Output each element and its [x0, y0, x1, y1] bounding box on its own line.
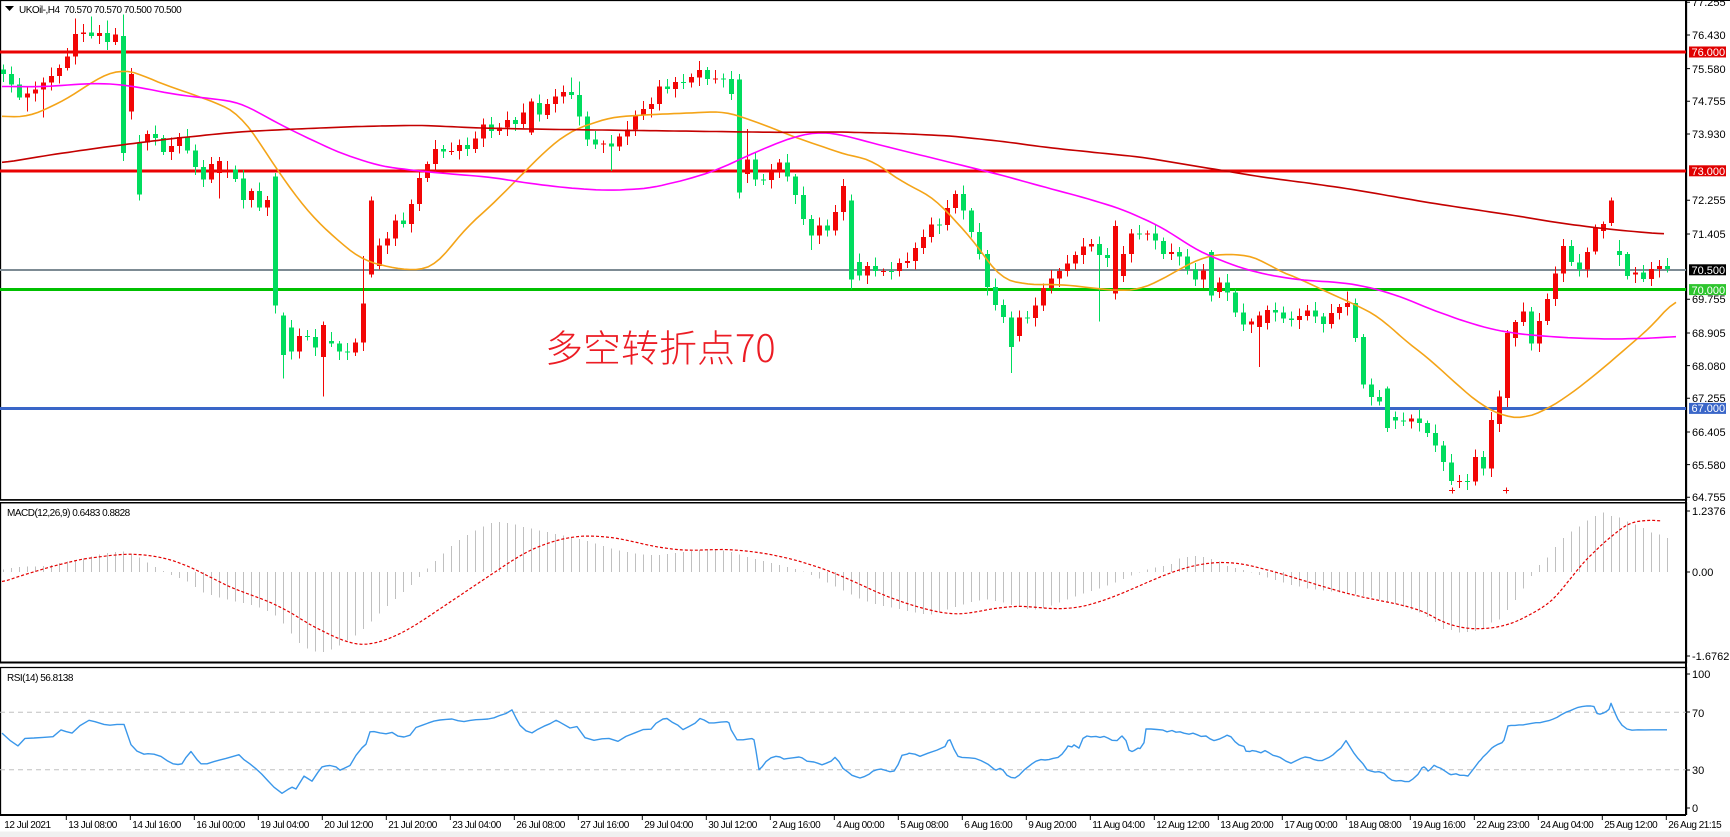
- svg-text:27 Jul 16:00: 27 Jul 16:00: [580, 820, 629, 831]
- svg-text:74.755: 74.755: [1692, 96, 1726, 108]
- svg-text:RSI(14) 56.8138: RSI(14) 56.8138: [7, 673, 74, 684]
- svg-text:29 Jul 04:00: 29 Jul 04:00: [644, 820, 693, 831]
- svg-text:26 Jul 08:00: 26 Jul 08:00: [516, 820, 565, 831]
- svg-text:77.255: 77.255: [1692, 0, 1726, 9]
- svg-text:19 Aug 16:00: 19 Aug 16:00: [1412, 820, 1466, 831]
- svg-text:26 Aug 21:15: 26 Aug 21:15: [1668, 820, 1722, 831]
- svg-text:9 Aug 20:00: 9 Aug 20:00: [1028, 820, 1077, 831]
- svg-text:24 Aug 04:00: 24 Aug 04:00: [1540, 820, 1594, 831]
- svg-text:23 Jul 04:00: 23 Jul 04:00: [452, 820, 501, 831]
- svg-text:17 Aug 00:00: 17 Aug 00:00: [1284, 820, 1338, 831]
- svg-text:5 Aug 08:00: 5 Aug 08:00: [900, 820, 949, 831]
- svg-text:100: 100: [1692, 669, 1710, 681]
- svg-text:76.430: 76.430: [1692, 30, 1726, 42]
- svg-text:73.930: 73.930: [1692, 129, 1726, 141]
- svg-text:4 Aug 00:00: 4 Aug 00:00: [836, 820, 885, 831]
- svg-text:MACD(12,26,9) 0.6483 0.8828: MACD(12,26,9) 0.6483 0.8828: [7, 508, 131, 519]
- svg-text:30: 30: [1692, 765, 1704, 777]
- svg-text:70.000: 70.000: [1692, 285, 1726, 297]
- svg-text:22 Aug 23:00: 22 Aug 23:00: [1476, 820, 1530, 831]
- svg-text:67.000: 67.000: [1692, 403, 1726, 415]
- svg-text:13 Jul 08:00: 13 Jul 08:00: [68, 820, 117, 831]
- svg-text:67.255: 67.255: [1692, 393, 1726, 405]
- svg-text:0.00: 0.00: [1692, 567, 1713, 579]
- svg-text:20 Jul 12:00: 20 Jul 12:00: [324, 820, 373, 831]
- svg-text:12 Jul 2021: 12 Jul 2021: [4, 820, 51, 831]
- svg-text:13 Aug 20:00: 13 Aug 20:00: [1220, 820, 1274, 831]
- svg-text:21 Jul 20:00: 21 Jul 20:00: [388, 820, 437, 831]
- svg-text:71.405: 71.405: [1692, 229, 1726, 241]
- svg-text:73.000: 73.000: [1692, 166, 1726, 178]
- svg-text:69.755: 69.755: [1692, 294, 1726, 306]
- svg-text:64.755: 64.755: [1692, 492, 1726, 504]
- svg-text:16 Jul 00:00: 16 Jul 00:00: [196, 820, 245, 831]
- svg-text:18 Aug 08:00: 18 Aug 08:00: [1348, 820, 1402, 831]
- svg-text:70: 70: [1692, 708, 1704, 720]
- svg-text:68.080: 68.080: [1692, 361, 1726, 373]
- svg-text:25 Aug 12:00: 25 Aug 12:00: [1604, 820, 1658, 831]
- svg-text:75.580: 75.580: [1692, 64, 1726, 76]
- svg-text:30 Jul 12:00: 30 Jul 12:00: [708, 820, 757, 831]
- svg-text:6 Aug 16:00: 6 Aug 16:00: [964, 820, 1013, 831]
- svg-text:76.000: 76.000: [1692, 47, 1726, 59]
- svg-text:UKOil-,H4 70.570 70.570 70.50: UKOil-,H4 70.570 70.570 70.500 70.500: [19, 5, 182, 16]
- svg-text:2 Aug 16:00: 2 Aug 16:00: [772, 820, 821, 831]
- svg-text:72.255: 72.255: [1692, 195, 1726, 207]
- svg-text:66.405: 66.405: [1692, 427, 1726, 439]
- svg-text:65.580: 65.580: [1692, 460, 1726, 472]
- svg-text:19 Jul 04:00: 19 Jul 04:00: [260, 820, 309, 831]
- svg-text:12 Aug 12:00: 12 Aug 12:00: [1156, 820, 1210, 831]
- svg-text:11 Aug 04:00: 11 Aug 04:00: [1092, 820, 1145, 831]
- svg-text:0: 0: [1692, 803, 1698, 815]
- svg-text:68.905: 68.905: [1692, 328, 1726, 340]
- svg-text:-1.6762: -1.6762: [1692, 651, 1729, 663]
- svg-text:1.2376: 1.2376: [1692, 506, 1726, 518]
- svg-text:70.500: 70.500: [1692, 265, 1726, 277]
- svg-text:14 Jul 16:00: 14 Jul 16:00: [132, 820, 181, 831]
